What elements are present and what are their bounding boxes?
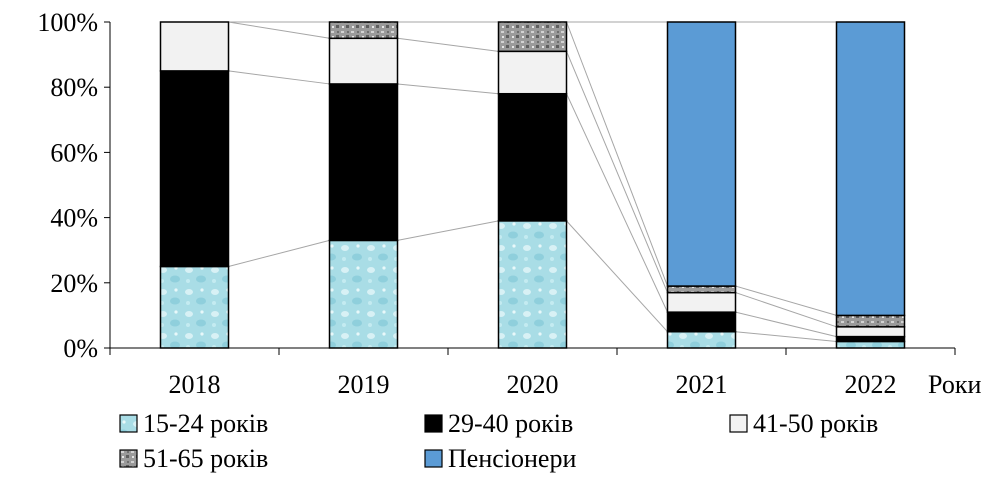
y-tick-label: 60% xyxy=(50,138,98,167)
bar-segment xyxy=(835,314,906,328)
series-connector-line xyxy=(735,311,837,338)
legend-swatch xyxy=(119,414,138,433)
series-connector-line xyxy=(228,70,330,85)
legend-label: 41-50 років xyxy=(753,409,878,438)
legend: 15-24 років 29-40 років 41-50 років 51-65 р… xyxy=(119,409,878,473)
bar-segment xyxy=(328,21,399,40)
bar-segment xyxy=(497,220,568,349)
axes: 0% 20% 40% 60% 80% 100% 2018 2019 2020 2021 2022 xyxy=(37,8,956,399)
legend-swatch xyxy=(424,414,443,433)
bar-segment xyxy=(497,21,568,53)
x-tick-label: 2022 xyxy=(845,370,897,399)
bar-segment xyxy=(666,330,737,349)
bar-segment xyxy=(328,37,399,85)
series-connector-line xyxy=(735,331,837,342)
bars-layer xyxy=(159,21,906,349)
legend-label: 51-65 років xyxy=(143,444,268,473)
series-connector-line xyxy=(735,285,837,316)
bar-segment xyxy=(497,50,568,95)
bar-segment xyxy=(328,83,399,242)
series-connector-lines xyxy=(228,21,837,342)
bar-segment xyxy=(666,291,737,313)
legend-swatch xyxy=(424,449,443,468)
series-connector-line xyxy=(228,21,330,39)
series-connector-line xyxy=(735,292,837,328)
series-connector-line xyxy=(397,83,499,95)
bar-segment xyxy=(666,311,737,333)
series-connector-line xyxy=(228,239,330,267)
y-tick-label: 20% xyxy=(50,269,98,298)
y-tick-label: 0% xyxy=(63,334,98,363)
series-connector-line xyxy=(566,51,668,293)
legend-label: 29-40 років xyxy=(448,409,573,438)
bar-segment xyxy=(497,92,568,222)
series-connector-line xyxy=(566,93,668,313)
x-axis-ticks: 2018 2019 2020 2021 2022 xyxy=(109,348,956,399)
series-connector-line xyxy=(566,220,668,333)
legend-label: 15-24 років xyxy=(143,409,268,438)
y-tick-label: 100% xyxy=(37,8,98,37)
x-tick-label: 2019 xyxy=(338,370,390,399)
x-tick-label: 2020 xyxy=(507,370,559,399)
x-tick-label: 2021 xyxy=(676,370,728,399)
bar-segment xyxy=(666,21,737,287)
series-connector-line xyxy=(397,220,499,241)
y-axis-ticks: 0% 20% 40% 60% 80% 100% xyxy=(37,8,110,363)
series-connector-line xyxy=(397,37,499,52)
bar-segment xyxy=(835,326,906,338)
legend-swatch xyxy=(729,414,748,433)
bar-segment xyxy=(159,265,230,349)
y-tick-label: 80% xyxy=(50,73,98,102)
y-tick-label: 40% xyxy=(50,204,98,233)
legend-label: Пенсіонери xyxy=(448,444,576,473)
bar-segment xyxy=(159,70,230,268)
x-axis-title: Роки xyxy=(928,370,981,399)
legend-swatch xyxy=(119,449,138,468)
bar-segment xyxy=(159,21,230,72)
bar-segment xyxy=(835,340,906,349)
x-tick-label: 2018 xyxy=(169,370,221,399)
bar-segment xyxy=(328,239,399,349)
bar-segment xyxy=(666,285,737,294)
series-connector-line xyxy=(566,21,668,287)
bar-segment xyxy=(835,21,906,317)
